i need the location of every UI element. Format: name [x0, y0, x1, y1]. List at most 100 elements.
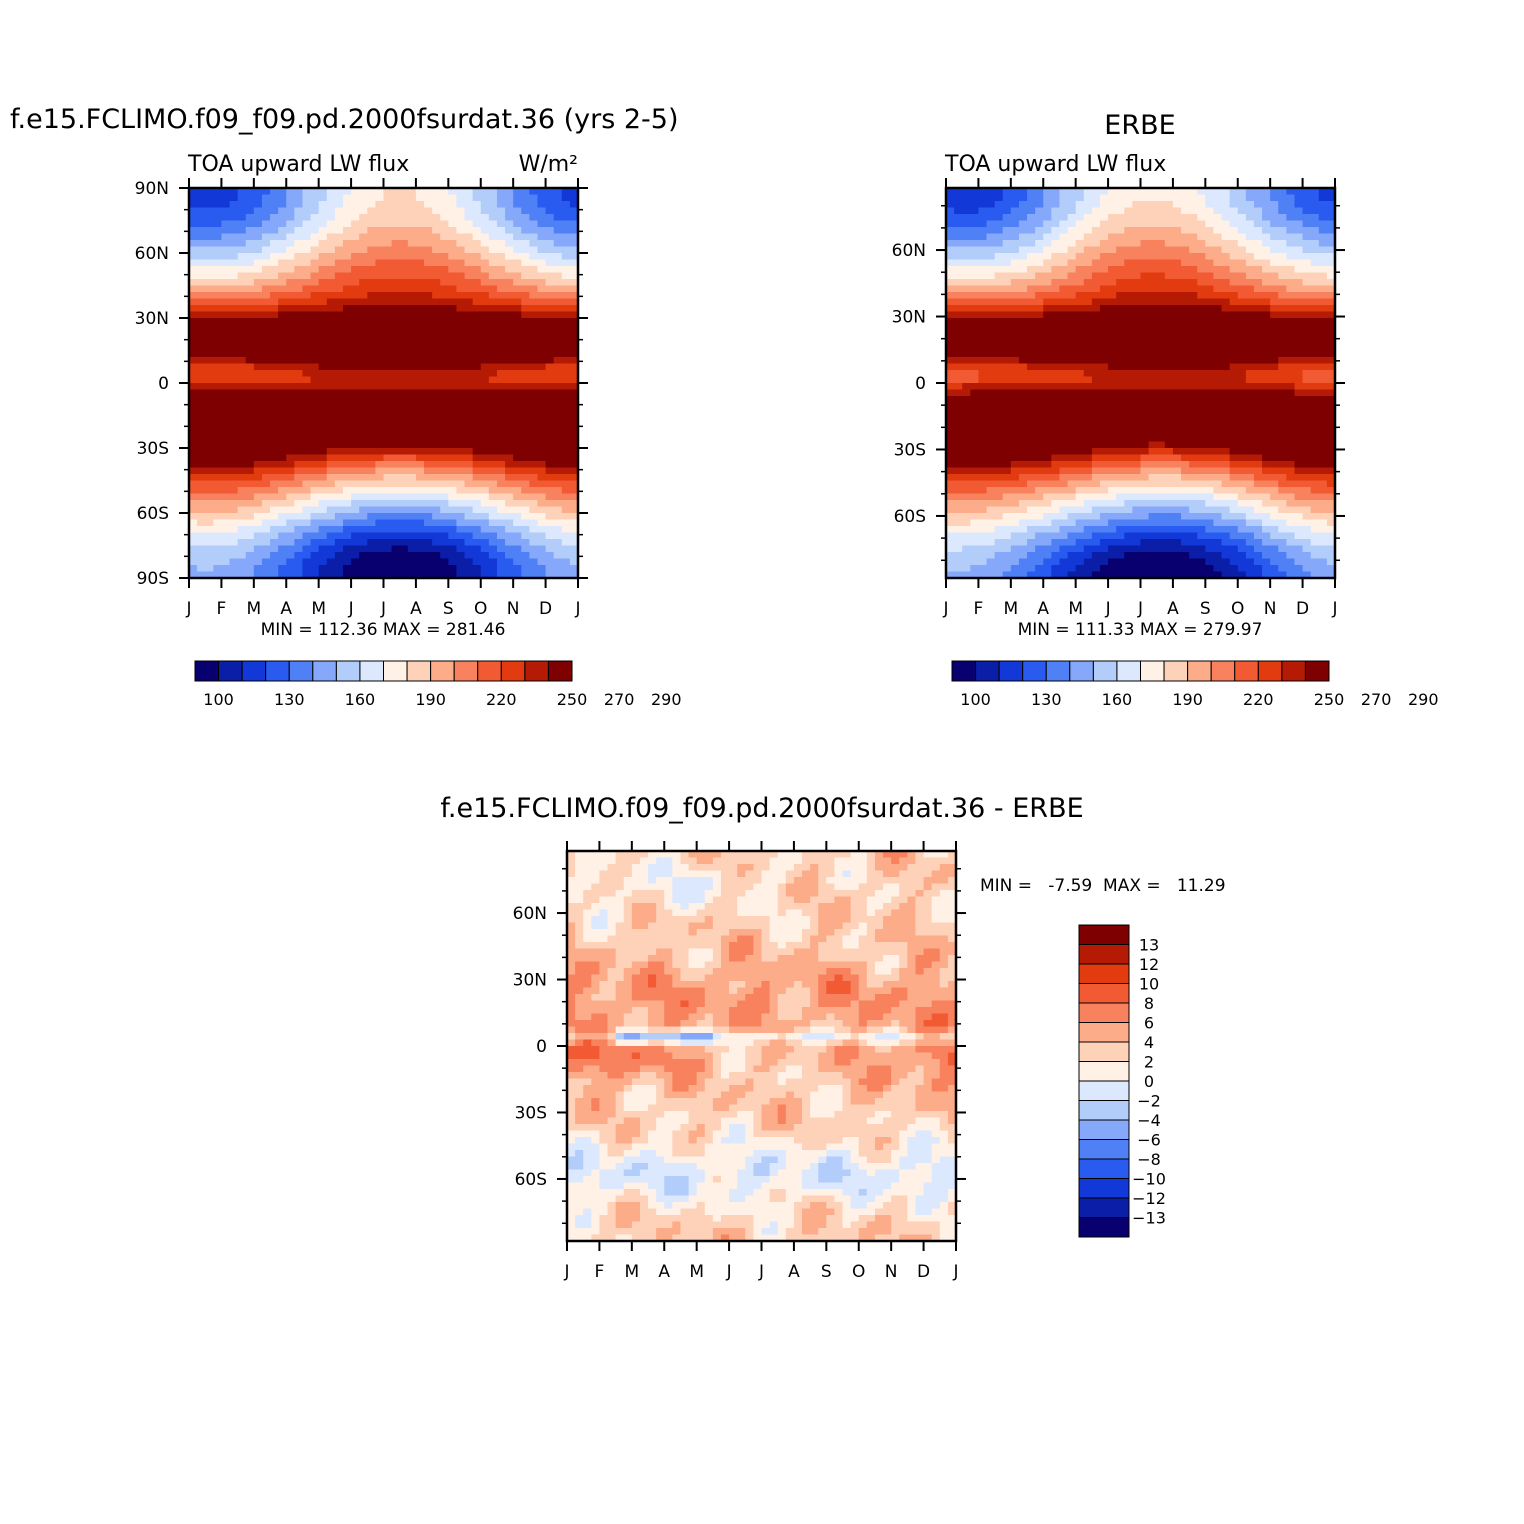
field-cell [1270, 415, 1279, 423]
field-cell [294, 571, 304, 579]
field-cell [359, 324, 368, 332]
field-cell [1002, 422, 1012, 430]
field-cell [1035, 344, 1044, 352]
field-cell [1172, 285, 1182, 293]
field-cell [440, 480, 449, 488]
field-cell [472, 233, 482, 241]
field-cell [318, 506, 328, 514]
field-cell [1132, 324, 1142, 332]
field-cell [237, 571, 247, 579]
field-cell [1310, 311, 1320, 319]
field-cell [946, 441, 955, 449]
field-cell [359, 454, 368, 462]
field-cell [1140, 246, 1150, 254]
field-cell [1099, 240, 1109, 248]
field-cell [488, 311, 498, 319]
field-cell [342, 480, 352, 488]
field-cell [1116, 227, 1125, 235]
field-cell [399, 441, 409, 449]
field-cell [278, 220, 287, 228]
field-cell [472, 376, 482, 384]
field-cell [1172, 441, 1182, 449]
field-cell [367, 246, 376, 254]
field-cell [342, 370, 352, 378]
field-cell [326, 285, 336, 293]
field-cell [1294, 246, 1304, 254]
field-cell [318, 194, 328, 202]
field-cell [488, 214, 498, 222]
field-cell [415, 298, 425, 306]
field-cell [415, 350, 425, 358]
field-cell [946, 363, 955, 371]
field-cell [351, 454, 360, 462]
field-cell [440, 571, 449, 579]
field-cell [367, 545, 376, 553]
field-cell [1278, 363, 1287, 371]
field-cell [1059, 259, 1069, 267]
field-cell [205, 409, 214, 417]
field-cell [1099, 220, 1109, 228]
field-cell [1116, 194, 1125, 202]
field-cell [399, 428, 409, 436]
field-cell [954, 214, 963, 222]
field-cell [472, 220, 482, 228]
field-cell [318, 389, 328, 397]
field-cell [1010, 227, 1020, 235]
field-cell [1091, 402, 1101, 410]
field-cell [1051, 454, 1061, 462]
field-cell [946, 279, 955, 287]
field-cell [375, 415, 385, 423]
field-cell [1205, 240, 1215, 248]
field-cell [1018, 331, 1028, 339]
field-cell [553, 324, 563, 332]
field-cell [1099, 383, 1109, 391]
field-cell [513, 253, 522, 261]
field-cell [383, 305, 393, 313]
field-cell [286, 331, 295, 339]
field-cell [1108, 220, 1117, 228]
field-cell [537, 428, 547, 436]
field-cell [1018, 240, 1028, 248]
field-cell [496, 519, 506, 527]
field-cell [367, 441, 376, 449]
field-cell [1002, 311, 1012, 319]
field-cell [986, 454, 996, 462]
field-cell [440, 337, 449, 345]
field-cell [1294, 389, 1304, 397]
field-cell [424, 305, 433, 313]
y-tick-label: 0 [158, 374, 169, 394]
field-cell [537, 207, 547, 215]
field-cell [213, 448, 223, 456]
field-cell [1156, 422, 1166, 430]
field-cell [294, 500, 304, 508]
field-cell [342, 311, 352, 319]
field-cell [1197, 227, 1206, 235]
field-cell [205, 188, 214, 196]
field-cell [407, 266, 417, 274]
field-cell [521, 201, 530, 209]
field-cell [302, 571, 312, 579]
field-cell [480, 311, 490, 319]
field-cell [1278, 389, 1287, 397]
field-cell [1205, 220, 1215, 228]
field-cell [1156, 214, 1166, 222]
field-cell [1181, 428, 1190, 436]
field-cell [237, 201, 247, 209]
field-cell [1294, 253, 1304, 261]
field-cell [278, 363, 287, 371]
field-cell [310, 331, 320, 339]
field-cell [213, 318, 223, 326]
field-cell [237, 324, 247, 332]
field-cell [505, 428, 514, 436]
field-cell [270, 227, 279, 235]
field-cell [954, 201, 963, 209]
field-cell [1067, 363, 1077, 371]
field-cell [440, 233, 449, 241]
field-cell [270, 506, 279, 514]
field-cell [1310, 188, 1320, 196]
field-cell [986, 305, 996, 313]
field-cell [213, 513, 223, 521]
field-cell [367, 383, 376, 391]
field-cell [1051, 266, 1061, 274]
field-cell [278, 467, 287, 475]
